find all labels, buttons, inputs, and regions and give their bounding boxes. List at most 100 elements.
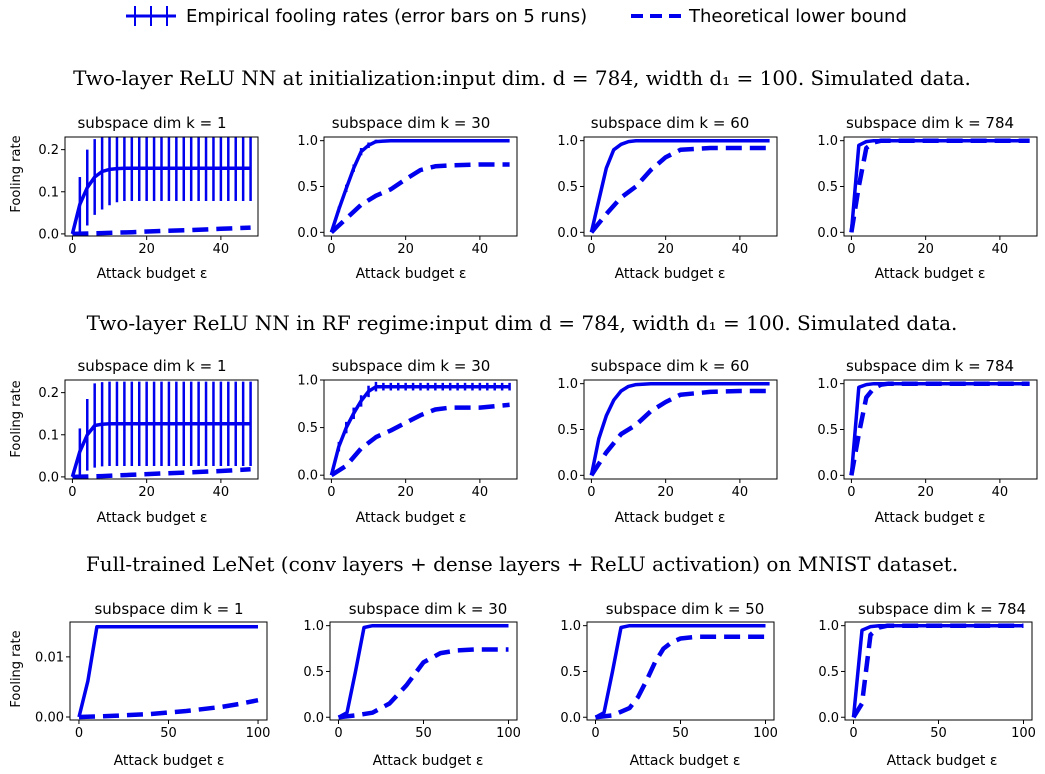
x-tick-label: 40 — [213, 485, 230, 500]
axes-frame — [323, 136, 518, 237]
x-tick-label: 20 — [657, 485, 674, 500]
chart-panel-2: 0 20 40 0.0 0.5 1.0 — [297, 134, 518, 257]
y-tick-label: 0.01 — [35, 650, 64, 665]
y-tick-label: 0.2 — [38, 143, 59, 158]
chart-panel-11: 0 50 100 0.0 0.5 1.0 — [560, 619, 778, 741]
panel-title-2-3: subspace dim k = 60 — [591, 357, 750, 375]
plot-area — [70, 137, 252, 236]
theoretical-line — [589, 388, 770, 477]
panel-title-2-2: subspace dim k = 30 — [332, 357, 491, 375]
y-tick-label: 0.0 — [297, 226, 318, 241]
x-tick-label: 40 — [992, 242, 1009, 257]
x-tick-label: 50 — [415, 726, 432, 741]
theoretical-line — [851, 623, 1024, 719]
xlabel-1-4: Attack budget ε — [875, 266, 986, 282]
x-tick-label: 20 — [917, 242, 934, 257]
panel-title-1-1: subspace dim k = 1 — [77, 114, 226, 132]
panel-title-3-1: subspace dim k = 1 — [94, 600, 243, 618]
xlabel-2-1: Attack budget ε — [97, 510, 208, 526]
x-tick-label: 0 — [591, 726, 599, 741]
chart-panel-6: 0 20 40 0.0 0.5 1.0 — [297, 374, 518, 500]
theoretical-line — [72, 467, 251, 479]
x-tick-label: 20 — [138, 242, 155, 257]
theoretical-line — [595, 634, 766, 720]
panel-title-3-4: subspace dim k = 784 — [858, 600, 1026, 618]
y-tick-label: 0.0 — [557, 469, 578, 484]
chart-panel-4: 0 20 40 0.0 0.5 1.0 — [817, 134, 1038, 257]
chart-panel-3: 0 20 40 0.0 0.5 1.0 — [557, 134, 778, 257]
plot-area — [849, 381, 1030, 476]
y-tick-label: 0.5 — [817, 180, 838, 195]
x-tick-label: 0 — [334, 726, 342, 741]
chart-panels: 0 20 40 0.0 0.1 0.2 0 20 40 0.0 0.5 1.0 0 20 40 0.0 0.5 1… — [35, 134, 1038, 741]
y-tick-label: 1.0 — [817, 377, 838, 392]
y-tick-label: 0.1 — [38, 428, 59, 443]
theoretical-line — [338, 647, 509, 720]
theoretical-line — [72, 225, 251, 236]
y-tick-label: 0.2 — [38, 386, 59, 401]
chart-panel-5: 0 20 40 0.0 0.1 0.2 — [38, 379, 259, 500]
x-tick-label: 0 — [849, 726, 857, 741]
plot-area — [594, 623, 766, 720]
axes-frame — [843, 136, 1038, 237]
x-tick-label: 40 — [732, 485, 749, 500]
x-tick-label: 100 — [753, 726, 778, 741]
x-tick-label: 20 — [397, 242, 414, 257]
chart-panel-9: 0 50 100 0.00 0.01 — [35, 621, 270, 741]
row-title-2: Two-layer ReLU NN in RF regime:input dim… — [87, 311, 958, 335]
chart-panel-12: 0 50 100 0.0 0.5 1.0 — [818, 619, 1036, 741]
x-tick-label: 100 — [1011, 726, 1036, 741]
theoretical-line — [849, 138, 1030, 233]
y-tick-label: 0.0 — [818, 711, 839, 726]
plot-area — [337, 623, 509, 720]
panel-title-3-3: subspace dim k = 50 — [606, 600, 765, 618]
legend-theoretical-label: Theoretical lower bound — [688, 6, 907, 27]
legend-empirical-label: Empirical fooling rates (error bars on 5… — [186, 6, 587, 27]
plot-area — [589, 138, 770, 234]
x-tick-label: 0 — [68, 242, 76, 257]
theoretical-line — [78, 697, 259, 720]
y-tick-label: 1.0 — [818, 619, 839, 634]
y-tick-label: 0.5 — [303, 665, 324, 680]
row-title-1: Two-layer ReLU NN at initialization:inpu… — [73, 66, 971, 90]
axes-frame — [64, 379, 259, 480]
x-tick-label: 0 — [327, 485, 335, 500]
chart-panel-7: 0 20 40 0.0 0.5 1.0 — [557, 377, 778, 500]
x-tick-label: 0 — [587, 242, 595, 257]
panel-title-1-3: subspace dim k = 60 — [591, 114, 750, 132]
axes-frame — [64, 136, 259, 237]
y-tick-label: 0.5 — [557, 180, 578, 195]
y-tick-label: 1.0 — [560, 619, 581, 634]
axes-frame — [323, 379, 518, 480]
empirical-line — [849, 381, 1030, 476]
panel-title-2-4: subspace dim k = 784 — [846, 357, 1014, 375]
xlabel-1-2: Attack budget ε — [356, 266, 467, 282]
axes-frame — [329, 621, 518, 721]
x-tick-label: 50 — [160, 726, 177, 741]
y-tick-label: 0.00 — [35, 710, 64, 725]
xlabel-2-4: Attack budget ε — [875, 510, 986, 526]
ylabel-row-3: Fooling rate — [9, 630, 24, 707]
y-tick-label: 0.5 — [557, 423, 578, 438]
empirical-line — [337, 623, 509, 719]
x-tick-label: 20 — [138, 485, 155, 500]
x-tick-label: 0 — [75, 726, 83, 741]
y-tick-label: 0.5 — [817, 423, 838, 438]
xlabel-1-1: Attack budget ε — [97, 266, 208, 282]
empirical-line — [589, 381, 770, 476]
y-tick-label: 0.0 — [817, 469, 838, 484]
legend-empirical-swatch — [126, 6, 176, 26]
empirical-line — [77, 625, 258, 718]
xlabel-3-2: Attack budget ε — [373, 753, 484, 769]
panel-title-1-2: subspace dim k = 30 — [332, 114, 491, 132]
panel-title-2-1: subspace dim k = 1 — [77, 357, 226, 375]
xlabel-1-3: Attack budget ε — [615, 266, 726, 282]
ylabel-row-1: Fooling rate — [9, 135, 24, 212]
plot-area — [70, 381, 252, 479]
chart-panel-8: 0 20 40 0.0 0.5 1.0 — [817, 377, 1038, 500]
y-tick-label: 1.0 — [557, 134, 578, 149]
empirical-line — [849, 138, 1030, 233]
xlabel-3-3: Attack budget ε — [630, 753, 741, 769]
y-tick-label: 1.0 — [297, 134, 318, 149]
